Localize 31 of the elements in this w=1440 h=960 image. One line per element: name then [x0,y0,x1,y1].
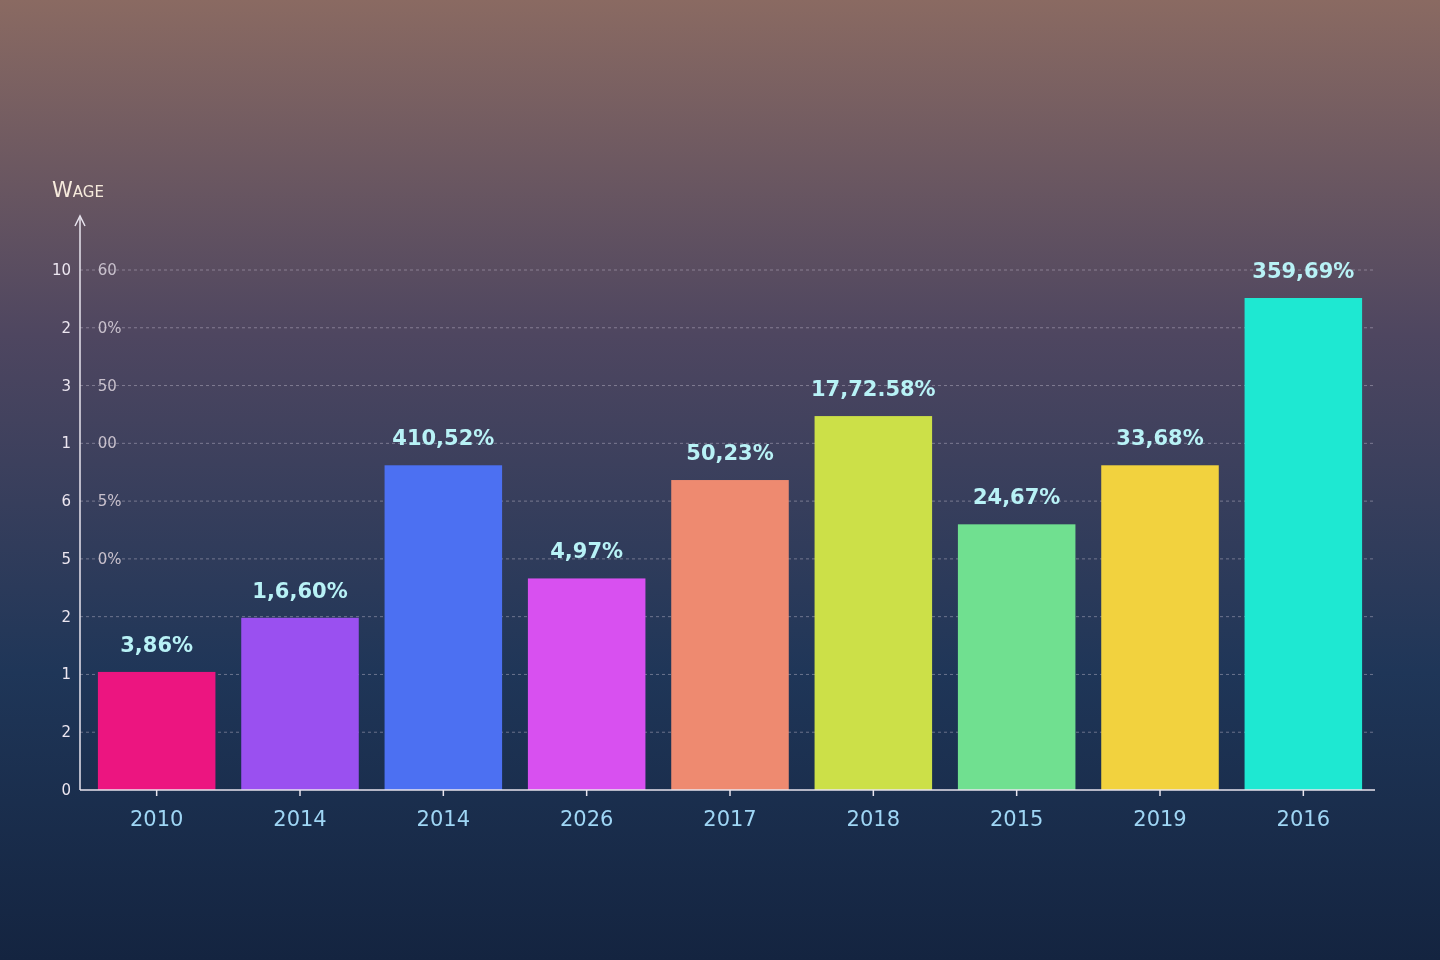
x-tick-label: 2026 [559,807,614,831]
annotation: 50,23% [686,441,774,466]
y-axis-title: Wage [52,178,104,202]
annotation: 33,68% [1116,426,1204,451]
text: 3 50 [61,376,117,395]
x-tick-label: 2018 [846,807,901,831]
x-tick-label: 2010 [129,807,184,831]
x-tick-label: 2014 [273,807,327,831]
x-tick-label: 2017 [703,807,757,831]
x-tick-label: 2014 [416,807,471,831]
annotation: 3,86% [120,632,194,657]
text: 1 [61,434,71,453]
text: 10 60 [51,261,117,279]
annotation: 359,69% [1252,259,1355,283]
text: 2 [61,723,71,742]
annotation: 1,6,60% [252,578,348,603]
text: 1 [61,665,71,684]
text: 0% [97,318,122,337]
annotation: 4,97% [550,539,624,564]
text: 2 [61,607,71,626]
text: 0 [61,781,71,799]
x-tick-label: 2016 [1276,807,1331,831]
x-tick-label: 2015 [989,807,1044,831]
annotation: 24,67% [972,485,1061,510]
text: 2 [61,318,71,337]
text: 5 0% [61,549,122,568]
x-tick-label: 2019 [1133,807,1187,831]
text: 00 [97,434,117,453]
annotation: 410,52% [392,426,495,451]
annotation: 17,72.58% [811,377,936,402]
text: 6 5% [61,492,122,511]
